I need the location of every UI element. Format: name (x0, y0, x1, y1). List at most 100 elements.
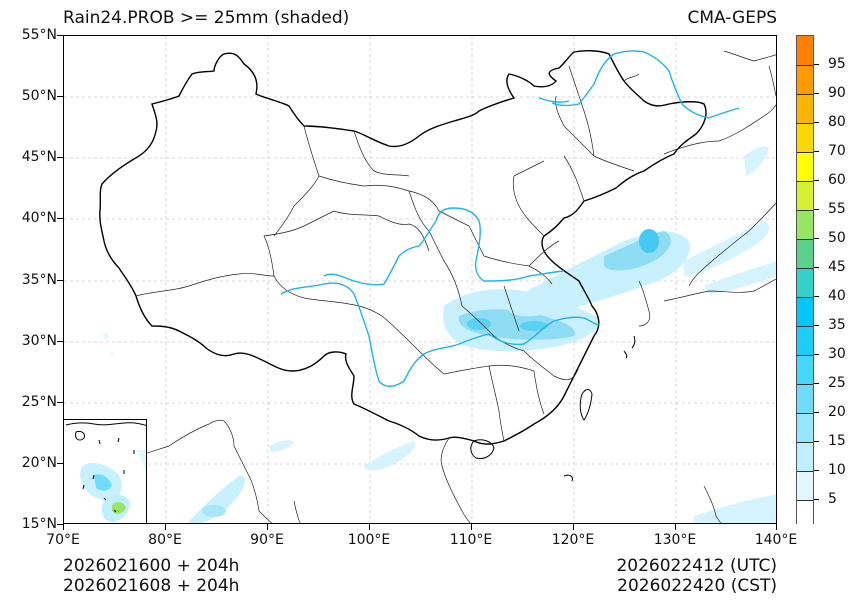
y-tick-mark (57, 96, 63, 97)
colorbar-label: 25 (828, 375, 846, 391)
colorbar-tick (814, 64, 819, 65)
coastlines (64, 50, 776, 523)
colorbar-label: 95 (828, 56, 846, 72)
x-tick-label: 130°E (653, 532, 697, 548)
colorbar-tick (814, 499, 819, 500)
y-tick-mark (57, 463, 63, 464)
colorbar-bin (797, 471, 813, 500)
x-tick-mark (573, 524, 574, 530)
colorbar-label: 45 (828, 259, 846, 275)
colorbar-bin (797, 36, 813, 65)
colorbar-label: 10 (828, 462, 846, 478)
gridlines (64, 36, 776, 523)
y-tick-mark (57, 341, 63, 342)
colorbar-bin (797, 297, 813, 326)
colorbar-tick (814, 209, 819, 210)
y-tick-mark (57, 280, 63, 281)
chart-title: Rain24.PROB >= 25mm (shaded) (63, 8, 350, 28)
colorbar-tick (814, 325, 819, 326)
colorbar-label: 30 (828, 346, 846, 362)
colorbar (796, 35, 814, 525)
colorbar-tick (814, 296, 819, 297)
provincial-borders (135, 65, 635, 442)
colorbar-bin (797, 123, 813, 152)
y-tick-label: 25°N (21, 394, 57, 410)
y-tick-label: 35°N (21, 272, 57, 288)
x-tick-label: 100°E (347, 532, 391, 548)
colorbar-tick (814, 151, 819, 152)
init-time-cst: 2026021608 + 204h (63, 576, 240, 596)
y-tick-mark (57, 524, 63, 525)
y-tick-label: 15°N (21, 516, 57, 532)
valid-time-utc: 2026022412 (UTC) (616, 556, 777, 576)
y-tick-label: 40°N (21, 210, 57, 226)
colorbar-bin (797, 65, 813, 94)
y-tick-mark (57, 402, 63, 403)
south-china-sea-inset (63, 419, 147, 524)
x-tick-label: 120°E (551, 532, 595, 548)
colorbar-tick (814, 354, 819, 355)
y-tick-label: 55°N (21, 27, 57, 43)
init-time-utc: 2026021600 + 204h (63, 556, 240, 576)
colorbar-label: 60 (828, 172, 846, 188)
x-tick-mark (165, 524, 166, 530)
colorbar-label: 70 (828, 143, 846, 159)
national-border (99, 49, 707, 445)
colorbar-label: 40 (828, 288, 846, 304)
colorbar-bin (797, 152, 813, 181)
y-tick-mark (57, 157, 63, 158)
colorbar-label: 80 (828, 114, 846, 130)
colorbar-bin (797, 326, 813, 355)
colorbar-bin (797, 94, 813, 123)
y-tick-label: 50°N (21, 88, 57, 104)
colorbar-tick (814, 180, 819, 181)
colorbar-bin (797, 239, 813, 268)
colorbar-tick (814, 383, 819, 384)
y-tick-mark (57, 35, 63, 36)
probability-shading (103, 146, 776, 523)
colorbar-label: 5 (828, 491, 837, 507)
colorbar-label: 50 (828, 230, 846, 246)
colorbar-tick (814, 93, 819, 94)
colorbar-bin (797, 384, 813, 413)
colorbar-label: 55 (828, 201, 846, 217)
colorbar-tick (814, 412, 819, 413)
x-tick-mark (369, 524, 370, 530)
colorbar-bin (797, 500, 813, 525)
x-tick-mark (776, 524, 777, 530)
y-tick-label: 30°N (21, 333, 57, 349)
colorbar-bin (797, 210, 813, 239)
valid-time-info: 2026022412 (UTC) 2026022420 (CST) (616, 556, 777, 596)
colorbar-bin (797, 181, 813, 210)
colorbar-tick (814, 238, 819, 239)
colorbar-label: 90 (828, 85, 846, 101)
valid-time-cst: 2026022420 (CST) (617, 576, 777, 596)
x-tick-mark (471, 524, 472, 530)
y-tick-label: 45°N (21, 149, 57, 165)
x-tick-label: 80°E (148, 532, 182, 548)
x-tick-mark (267, 524, 268, 530)
colorbar-tick (814, 122, 819, 123)
y-tick-mark (57, 218, 63, 219)
x-tick-label: 90°E (250, 532, 284, 548)
colorbar-label: 35 (828, 317, 846, 333)
forecast-init-info: 2026021600 + 204h 2026021608 + 204h (63, 556, 239, 596)
colorbar-bin (797, 268, 813, 297)
inset-map (65, 422, 146, 522)
rivers (280, 50, 740, 387)
colorbar-tick (814, 470, 819, 471)
colorbar-bin (797, 355, 813, 384)
map-canvas (64, 36, 776, 523)
x-tick-label: 140°E (754, 532, 798, 548)
colorbar-tick (814, 267, 819, 268)
model-name: CMA-GEPS (687, 8, 777, 28)
x-tick-label: 110°E (449, 532, 493, 548)
x-tick-mark (675, 524, 676, 530)
colorbar-label: 15 (828, 433, 846, 449)
x-tick-label: 70°E (46, 532, 80, 548)
map-plot-area (63, 35, 777, 524)
colorbar-bin (797, 442, 813, 471)
y-tick-label: 20°N (21, 455, 57, 471)
colorbar-bin (797, 413, 813, 442)
colorbar-tick (814, 441, 819, 442)
